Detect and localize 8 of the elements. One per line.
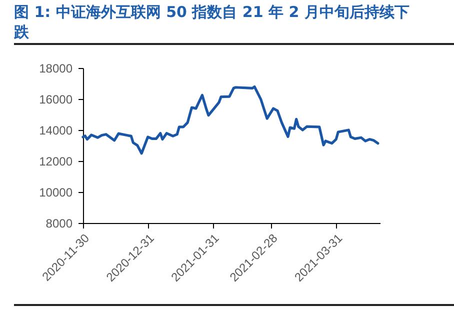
y-tick-label: 14000 (39, 124, 73, 138)
chart-title: 图 1: 中证海外互联网 50 指数自 21 年 2 月中旬后持续下跌 (14, 2, 410, 42)
y-tick-label: 10000 (39, 186, 73, 200)
y-tick-label: 8000 (46, 216, 73, 230)
y-tick-label: 18000 (39, 62, 73, 76)
line-series (82, 85, 380, 155)
y-tick-label: 16000 (39, 92, 73, 106)
y-tick-label: 12000 (39, 154, 73, 168)
